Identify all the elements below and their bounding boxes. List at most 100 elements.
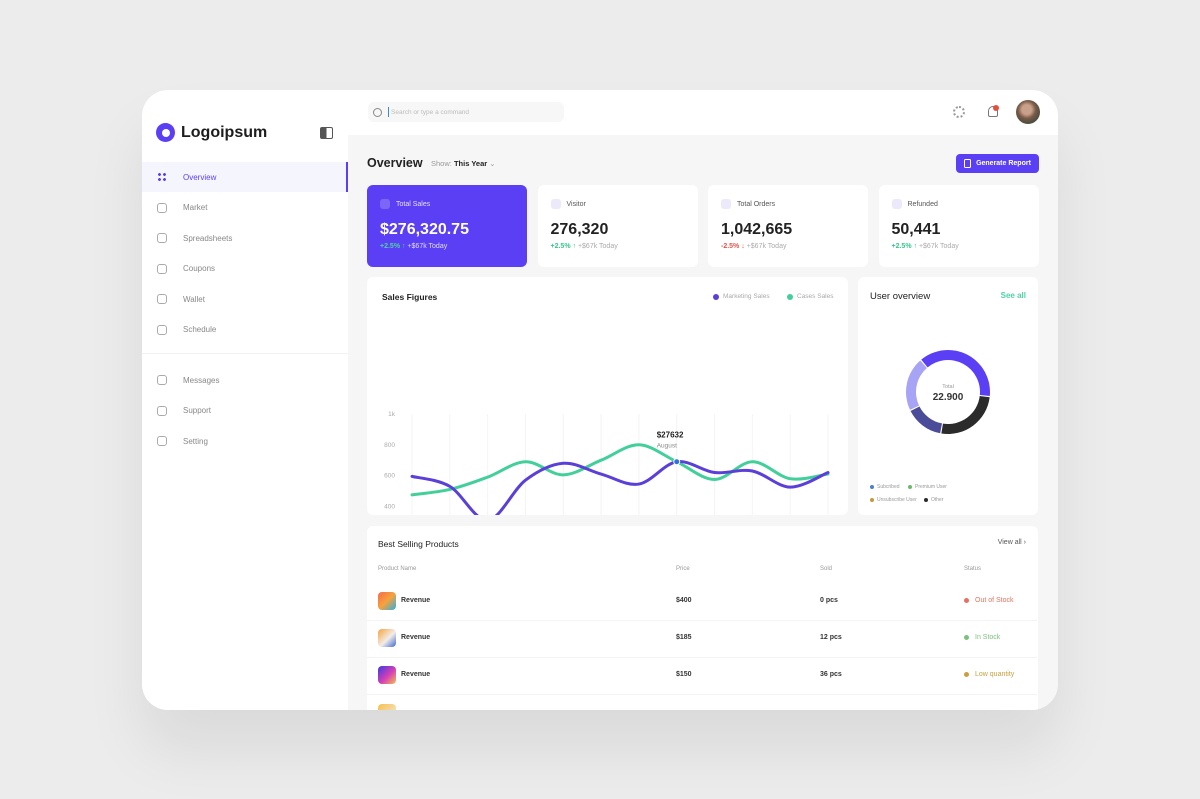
stat-card-visitor[interactable]: Visitor 276,320 +2.5% ↑ +$67k Today — [537, 185, 698, 267]
sidebar-item-market[interactable]: Market — [142, 193, 348, 223]
status-label: Out of Stock — [975, 597, 1014, 604]
search-placeholder: Search or type a command — [391, 108, 470, 116]
stat-card-refunded[interactable]: Refunded 50,441 +2.5% ↑ +$67k Today — [878, 185, 1039, 267]
stat-card-total-sales[interactable]: Total Sales $276,320.75 +2.5% ↑ +$67k To… — [367, 185, 527, 267]
column-header: Status — [964, 566, 982, 572]
sidebar-item-label: Setting — [183, 436, 208, 446]
legend-label: Subcribed — [877, 484, 900, 490]
stat-value: 50,441 — [891, 221, 941, 238]
text-cursor — [388, 107, 389, 117]
product-name: Revenue — [401, 634, 431, 641]
legend-label: Other — [931, 497, 944, 503]
sidebar-item-label: Coupons — [183, 264, 216, 273]
stat-card-total-orders[interactable]: Total Orders 1,042,665 -2.5% ↓ +$67k Tod… — [708, 185, 868, 267]
trend-arrow-icon: ↓ — [741, 243, 745, 250]
sidebar-item-setting[interactable]: Setting — [142, 426, 348, 456]
page-title: Overview — [367, 156, 423, 170]
stat-icon — [550, 199, 561, 209]
sidebar-item-label: Messages — [183, 375, 220, 385]
product-sold: 12 pcs — [820, 634, 842, 641]
sidebar-item-wallet[interactable]: Wallet — [142, 284, 348, 314]
column-header: Price — [676, 566, 690, 572]
y-tick-label: 800 — [384, 442, 395, 449]
legend-marketing-sales: Marketing Sales — [713, 293, 770, 300]
sidebar-item-schedule[interactable]: Schedule — [142, 315, 348, 345]
user-overview-title: User overview — [870, 291, 931, 302]
y-tick-label: 400 — [384, 503, 395, 510]
logo[interactable]: Logoipsum — [156, 123, 267, 142]
table-row[interactable]: Revenue $150 36 pcs Low quantity — [367, 658, 1037, 695]
wallet-icon — [157, 294, 167, 304]
view-all-label: View all — [997, 539, 1022, 546]
donut-segment-unsubscribe-user[interactable] — [910, 406, 943, 434]
status-dot — [964, 635, 969, 640]
sidebar-item-label: Overview — [183, 172, 217, 182]
legend-item: Subcribed — [870, 484, 900, 490]
stat-icon — [380, 199, 390, 209]
donut-chart — [906, 350, 990, 434]
y-tick-label: 1k — [388, 411, 396, 418]
gear-icon — [157, 436, 167, 446]
sidebar-item-spreadsheets[interactable]: Spreadsheets — [142, 223, 348, 253]
search-icon — [373, 107, 382, 117]
chevron-right-icon: › — [1023, 539, 1026, 546]
series-line-cases-sales[interactable] — [410, 443, 830, 497]
topbar: Search or type a command — [348, 90, 1058, 135]
calendar-icon — [157, 324, 167, 335]
sidebar: Logoipsum Overview Market Spreadsheets Coup… — [142, 90, 348, 710]
trend-arrow-icon: ↑ — [913, 243, 918, 250]
stat-icon — [721, 199, 731, 209]
product-name: Revenue — [401, 671, 431, 678]
donut-segment-premium-user[interactable] — [906, 360, 927, 410]
view-all-link[interactable]: View all › — [998, 539, 1026, 546]
legend-dot — [870, 485, 874, 489]
sidebar-item-label: Wallet — [183, 294, 205, 304]
sidebar-item-coupons[interactable]: Coupons — [142, 254, 348, 284]
legend-label: Unsubscribe User — [877, 497, 917, 503]
search-input[interactable]: Search or type a command — [368, 102, 564, 122]
stat-label: Visitor — [566, 200, 586, 208]
sales-figures-panel: Sales Figures Marketing Sales Cases Sale… — [367, 277, 848, 515]
tooltip-label: August — [657, 442, 677, 449]
status-badge: In Stock — [964, 634, 1000, 641]
stat-percent: +2.5% — [380, 243, 401, 250]
generate-report-button[interactable]: Generate Report — [956, 154, 1039, 173]
products-title: Best Selling Products — [378, 539, 459, 549]
user-avatar[interactable] — [1016, 100, 1040, 124]
legend-label: Premium User — [915, 484, 947, 490]
period-select[interactable]: Show: This Year ⌄ — [431, 159, 496, 168]
legend-item: Premium User — [908, 484, 947, 490]
grid-icon — [157, 172, 167, 182]
settings-gear-icon[interactable] — [953, 106, 965, 118]
product-sold: 36 pcs — [820, 671, 842, 678]
series-line-marketing-sales[interactable] — [410, 460, 830, 515]
see-all-link[interactable]: See all — [1000, 291, 1026, 300]
sidebar-toggle-icon[interactable] — [320, 127, 333, 139]
product-price: $400 — [676, 597, 692, 604]
y-tick-label: 600 — [384, 473, 395, 480]
status-label: Low quantity — [975, 671, 1015, 678]
legend-dot — [908, 485, 912, 489]
table-row[interactable]: Revenue $400 0 pcs Out of Stock — [367, 584, 1037, 621]
table-row[interactable]: Revenue $185 12 pcs In Stock — [367, 621, 1037, 658]
message-icon — [157, 375, 167, 385]
stat-label: Total Orders — [737, 200, 776, 208]
sidebar-item-label: Support — [183, 406, 212, 415]
tooltip-point[interactable] — [673, 458, 681, 466]
tooltip-value: $27632 — [657, 430, 684, 439]
app-window: Logoipsum Overview Market Spreadsheets Coup… — [142, 90, 1058, 710]
donut-segment-subcribed[interactable] — [921, 350, 990, 397]
legend-dot — [787, 293, 793, 300]
sidebar-item-overview[interactable]: Overview — [142, 162, 348, 192]
legend-dot — [713, 293, 719, 300]
product-thumbnail — [378, 592, 396, 610]
product-name: Revenue — [401, 597, 431, 604]
sidebar-item-support[interactable]: Support — [142, 396, 348, 426]
column-header: Sold — [820, 566, 833, 572]
legend-cases-sales: Cases Sales — [787, 293, 834, 300]
donut-segment-other[interactable] — [941, 396, 990, 434]
trend-arrow-icon: ↑ — [402, 243, 406, 250]
total-value: 22.900 — [932, 392, 964, 403]
sidebar-item-messages[interactable]: Messages — [142, 365, 348, 395]
line-chart[interactable]: 02004006008001kJanFebMarAprMayJunJulAugS… — [367, 277, 848, 515]
